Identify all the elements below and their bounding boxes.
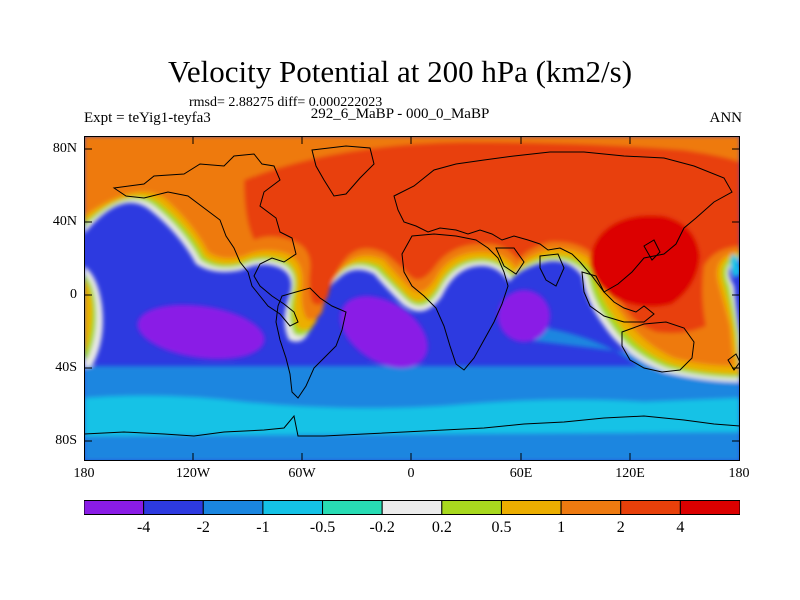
axis-ticks (84, 136, 740, 461)
colorbar-label: -1 (256, 519, 270, 536)
colorbar-swatch (143, 500, 204, 515)
colorbar (84, 500, 740, 515)
colorbar-swatch (441, 500, 502, 515)
colorbar-label: -2 (196, 519, 210, 536)
colorbar-swatch (322, 500, 383, 515)
colorbar-swatch (560, 500, 622, 515)
plot-title: Velocity Potential at 200 hPa (km2/s) (167, 54, 633, 89)
colorbar-swatch (620, 500, 681, 515)
map-frame (84, 136, 740, 461)
colorbar-swatch (262, 500, 324, 515)
stats-line: rmsd= 2.88275 diff= 0.000222023 (189, 95, 383, 110)
season-label: ANN (709, 110, 743, 126)
lon-tick-label: 60W (288, 466, 316, 481)
colorbar-label: 0.5 (491, 519, 512, 536)
colorbar-label: 4 (676, 519, 685, 536)
experiment-label: Expt = teYig1-teyfa3 (84, 110, 211, 126)
lat-tick-label: 40S (55, 360, 77, 375)
lon-tick-label: 120W (175, 466, 211, 481)
coastline-outlines (84, 145, 740, 437)
colorbar-label: 0.2 (431, 519, 452, 536)
colorbar-label: 2 (616, 519, 625, 536)
colorbar-swatch (500, 500, 562, 515)
cases-label: 292_6_MaBP - 000_0_MaBP (310, 106, 490, 122)
lat-tick-label: 80N (52, 141, 77, 156)
lat-tick-label: 80S (55, 433, 77, 448)
colorbar-label: -0.2 (369, 519, 395, 536)
colorbar-swatch (679, 500, 740, 515)
colorbar-label: -4 (136, 519, 151, 536)
lon-tick-label: 180 (728, 466, 750, 481)
colorbar-label: 1 (557, 519, 566, 536)
colorbar-label: -0.5 (309, 519, 336, 536)
lon-tick-label: 120E (615, 466, 645, 481)
lat-tick-label: 0 (70, 287, 77, 302)
colorbar-swatch (381, 500, 443, 515)
colorbar-swatch (202, 500, 264, 515)
velocity-potential-map (84, 136, 740, 461)
lon-tick-label: 0 (407, 466, 415, 481)
lon-tick-label: 180 (73, 466, 95, 481)
lat-tick-label: 40N (52, 214, 77, 229)
colorbar-swatch (84, 500, 145, 515)
lon-tick-label: 60E (509, 466, 533, 481)
